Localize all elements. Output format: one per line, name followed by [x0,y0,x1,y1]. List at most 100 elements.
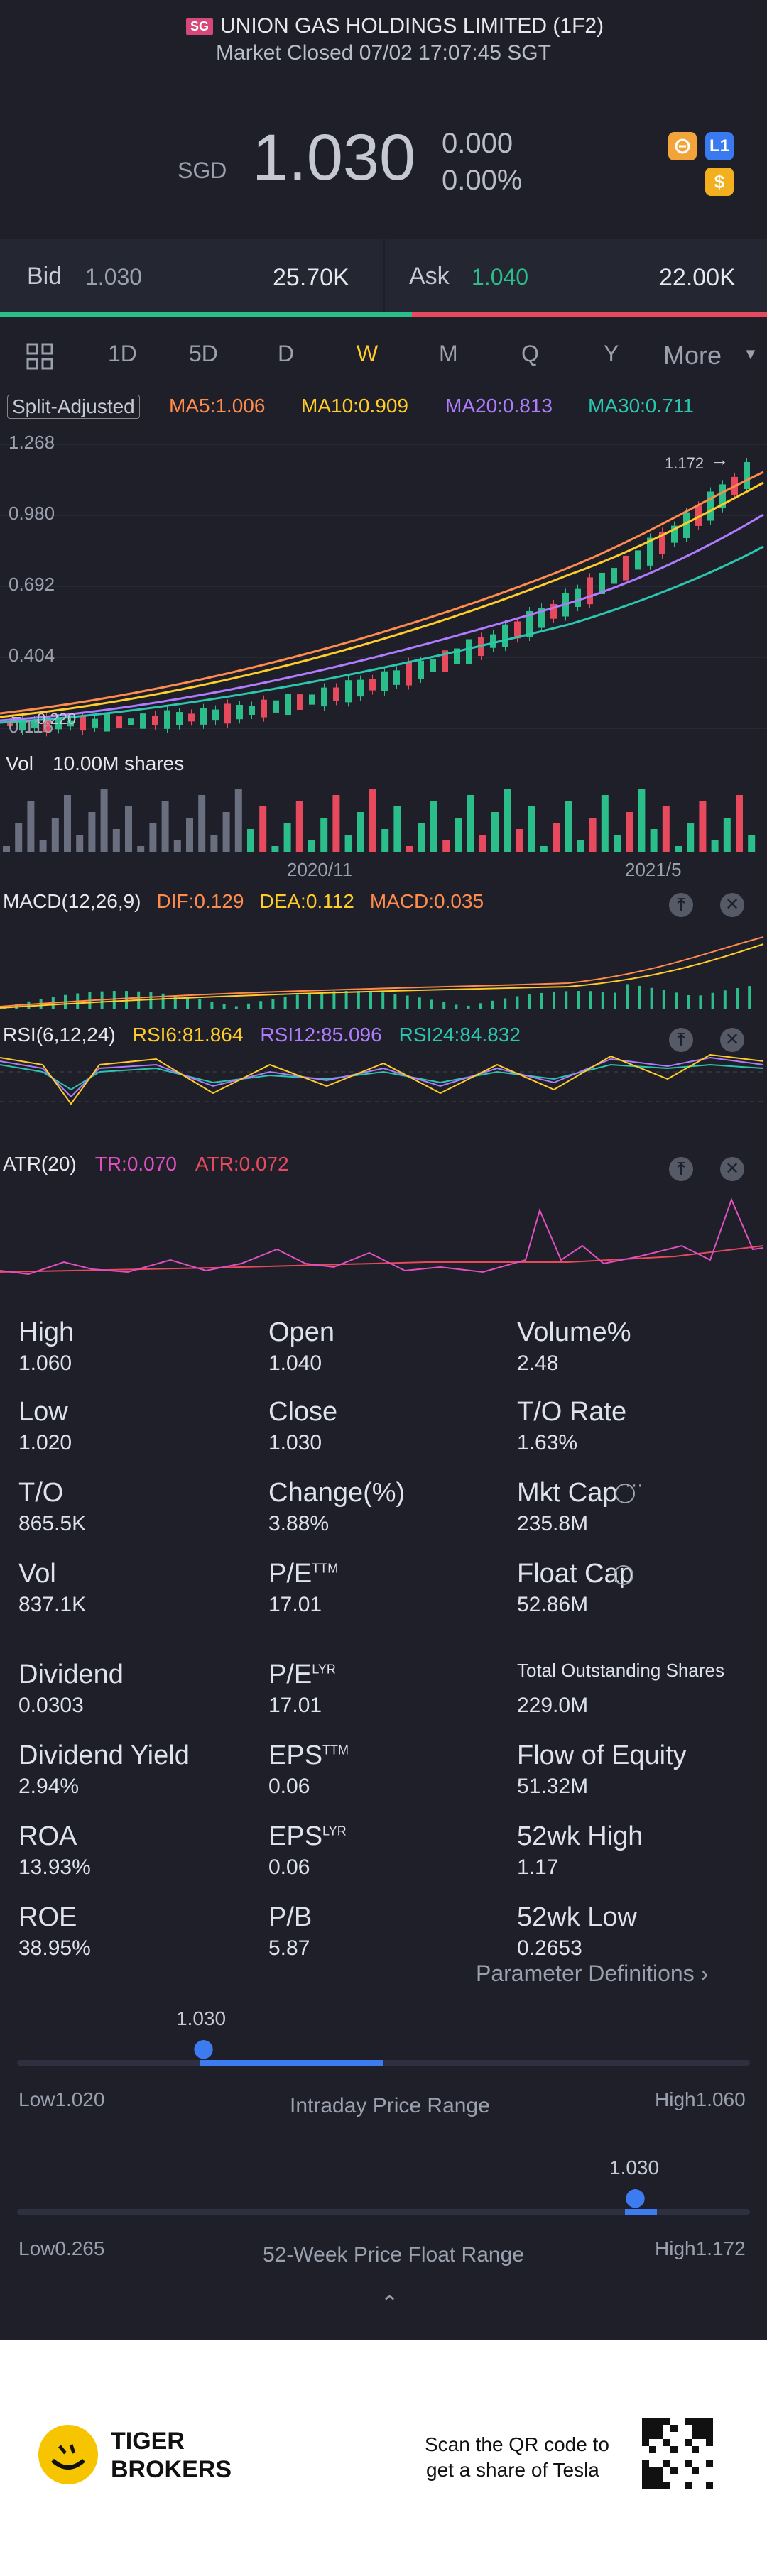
qr-module [663,2482,670,2489]
qr-module [649,2467,656,2474]
qr-module [649,2418,656,2425]
tab-y[interactable]: Y [604,341,619,366]
arrow-left-icon: ← [9,706,24,723]
macd-bar [418,997,421,1009]
volume-bar [516,829,523,852]
macd-bar [553,992,555,1009]
tab-d[interactable]: D [278,341,295,366]
macd-bar [210,1002,214,1009]
location-pin-icon: ⬤ [193,2037,214,2059]
ma30-line [0,545,764,724]
ma5-value: MA5:1.006 [169,395,266,417]
parameter-definitions-link[interactable]: Parameter Definitions › [476,1961,708,1987]
volume-bar [15,823,23,852]
macd-bar [283,996,287,1009]
info-circle-icon[interactable] [614,1565,633,1585]
volume-chart[interactable] [0,781,767,859]
level1-badge-icon[interactable]: L1 [705,132,734,160]
volume-bar [393,806,401,852]
candlestick-chart[interactable] [0,426,767,752]
volume-bar [88,812,96,852]
macd-bar [601,992,604,1009]
macd-bar [332,991,336,1009]
macd-chart[interactable] [0,923,767,1015]
macd-value: MACD:0.035 [369,890,484,912]
qr-module [649,2432,656,2439]
volume-bar [64,795,71,852]
qr-module [685,2482,692,2489]
pin-top-icon[interactable]: ⤒ [669,1028,693,1052]
rsi-chart[interactable] [0,1051,767,1122]
close-icon[interactable]: ✕ [720,1028,744,1052]
macd-bar [393,994,397,1009]
price-axis-label: 0.692 [9,574,55,595]
pin-top-icon[interactable]: ⤒ [669,893,693,917]
macd-bar [748,986,751,1009]
macd-bar [638,985,641,1009]
qr-code-icon[interactable] [642,2418,713,2489]
stat-label: High [18,1317,75,1347]
macd-bar [271,998,275,1009]
volume-bar [614,835,621,852]
date-axis-label: 2020/11 [287,859,353,880]
grid-layout-icon[interactable] [26,342,54,374]
macd-bar [577,991,580,1009]
volume-bar [650,829,658,852]
volume-bar [27,801,35,852]
orderbook-divider [384,239,385,312]
dollar-badge-icon[interactable]: $ [705,168,734,196]
volume-bar [76,835,84,852]
qr-module [656,2425,663,2432]
atr-label: ATR(20) [3,1153,77,1175]
tab-more[interactable]: More [663,341,722,370]
volume-label: Vol [6,752,33,774]
qr-module [663,2418,670,2425]
macd-bar [222,1004,226,1009]
macd-bar [247,1003,250,1009]
volume-bar [259,806,267,852]
week52-range-track [17,2209,750,2215]
volume-bar [332,795,340,852]
volume-bar [736,795,743,852]
stat-label: Low [18,1397,68,1427]
ma20-line [0,513,764,722]
tab-m[interactable]: M [439,341,458,366]
close-icon[interactable]: ✕ [720,893,744,917]
bid-label: Bid [27,263,62,290]
close-icon[interactable]: ✕ [720,1157,744,1181]
rsi12-value: RSI12:85.096 [260,1024,382,1046]
tab-w[interactable]: W [357,341,379,366]
period-high-label: 1.172 [665,454,705,472]
pin-top-icon[interactable]: ⤒ [669,1157,693,1181]
macd-bar [711,992,714,1009]
rsi6-line [0,1053,764,1105]
qr-module [692,2432,699,2439]
chevron-down-icon[interactable]: ▼ [743,345,758,363]
info-circle-icon[interactable] [615,1484,635,1503]
company-name: UNION GAS HOLDINGS LIMITED (1F2) [220,14,604,38]
macd-bar [589,991,592,1009]
volume-bar [455,818,462,852]
volume-bar [210,835,218,852]
price-axis-label: 1.268 [9,432,55,453]
macd-bar [504,998,507,1009]
tab-q[interactable]: Q [521,341,539,366]
macd-bar [173,995,177,1009]
stat-value: 0.0303 [18,1694,84,1717]
dea-value: DEA:0.112 [259,890,354,912]
tab-5d[interactable]: 5D [189,341,218,366]
split-adjusted-toggle[interactable]: Split-Adjusted [7,395,140,419]
price-change: 0.000 [442,128,513,159]
brand-line1: TIGER [111,2428,185,2455]
atr-chart[interactable] [0,1178,767,1285]
chevron-up-icon[interactable]: ⌃ [381,2292,399,2315]
exchange-swap-icon[interactable] [668,132,697,160]
macd-bar [320,992,324,1009]
qr-module [642,2474,649,2482]
intraday-marker-value: 1.030 [176,2007,227,2029]
tab-1d[interactable]: 1D [108,341,137,366]
qr-module [656,2482,663,2489]
promo-line2: get a share of Tesla [426,2459,599,2481]
stat-label: Flow of Equity [517,1741,687,1770]
macd-bar [259,1001,263,1009]
